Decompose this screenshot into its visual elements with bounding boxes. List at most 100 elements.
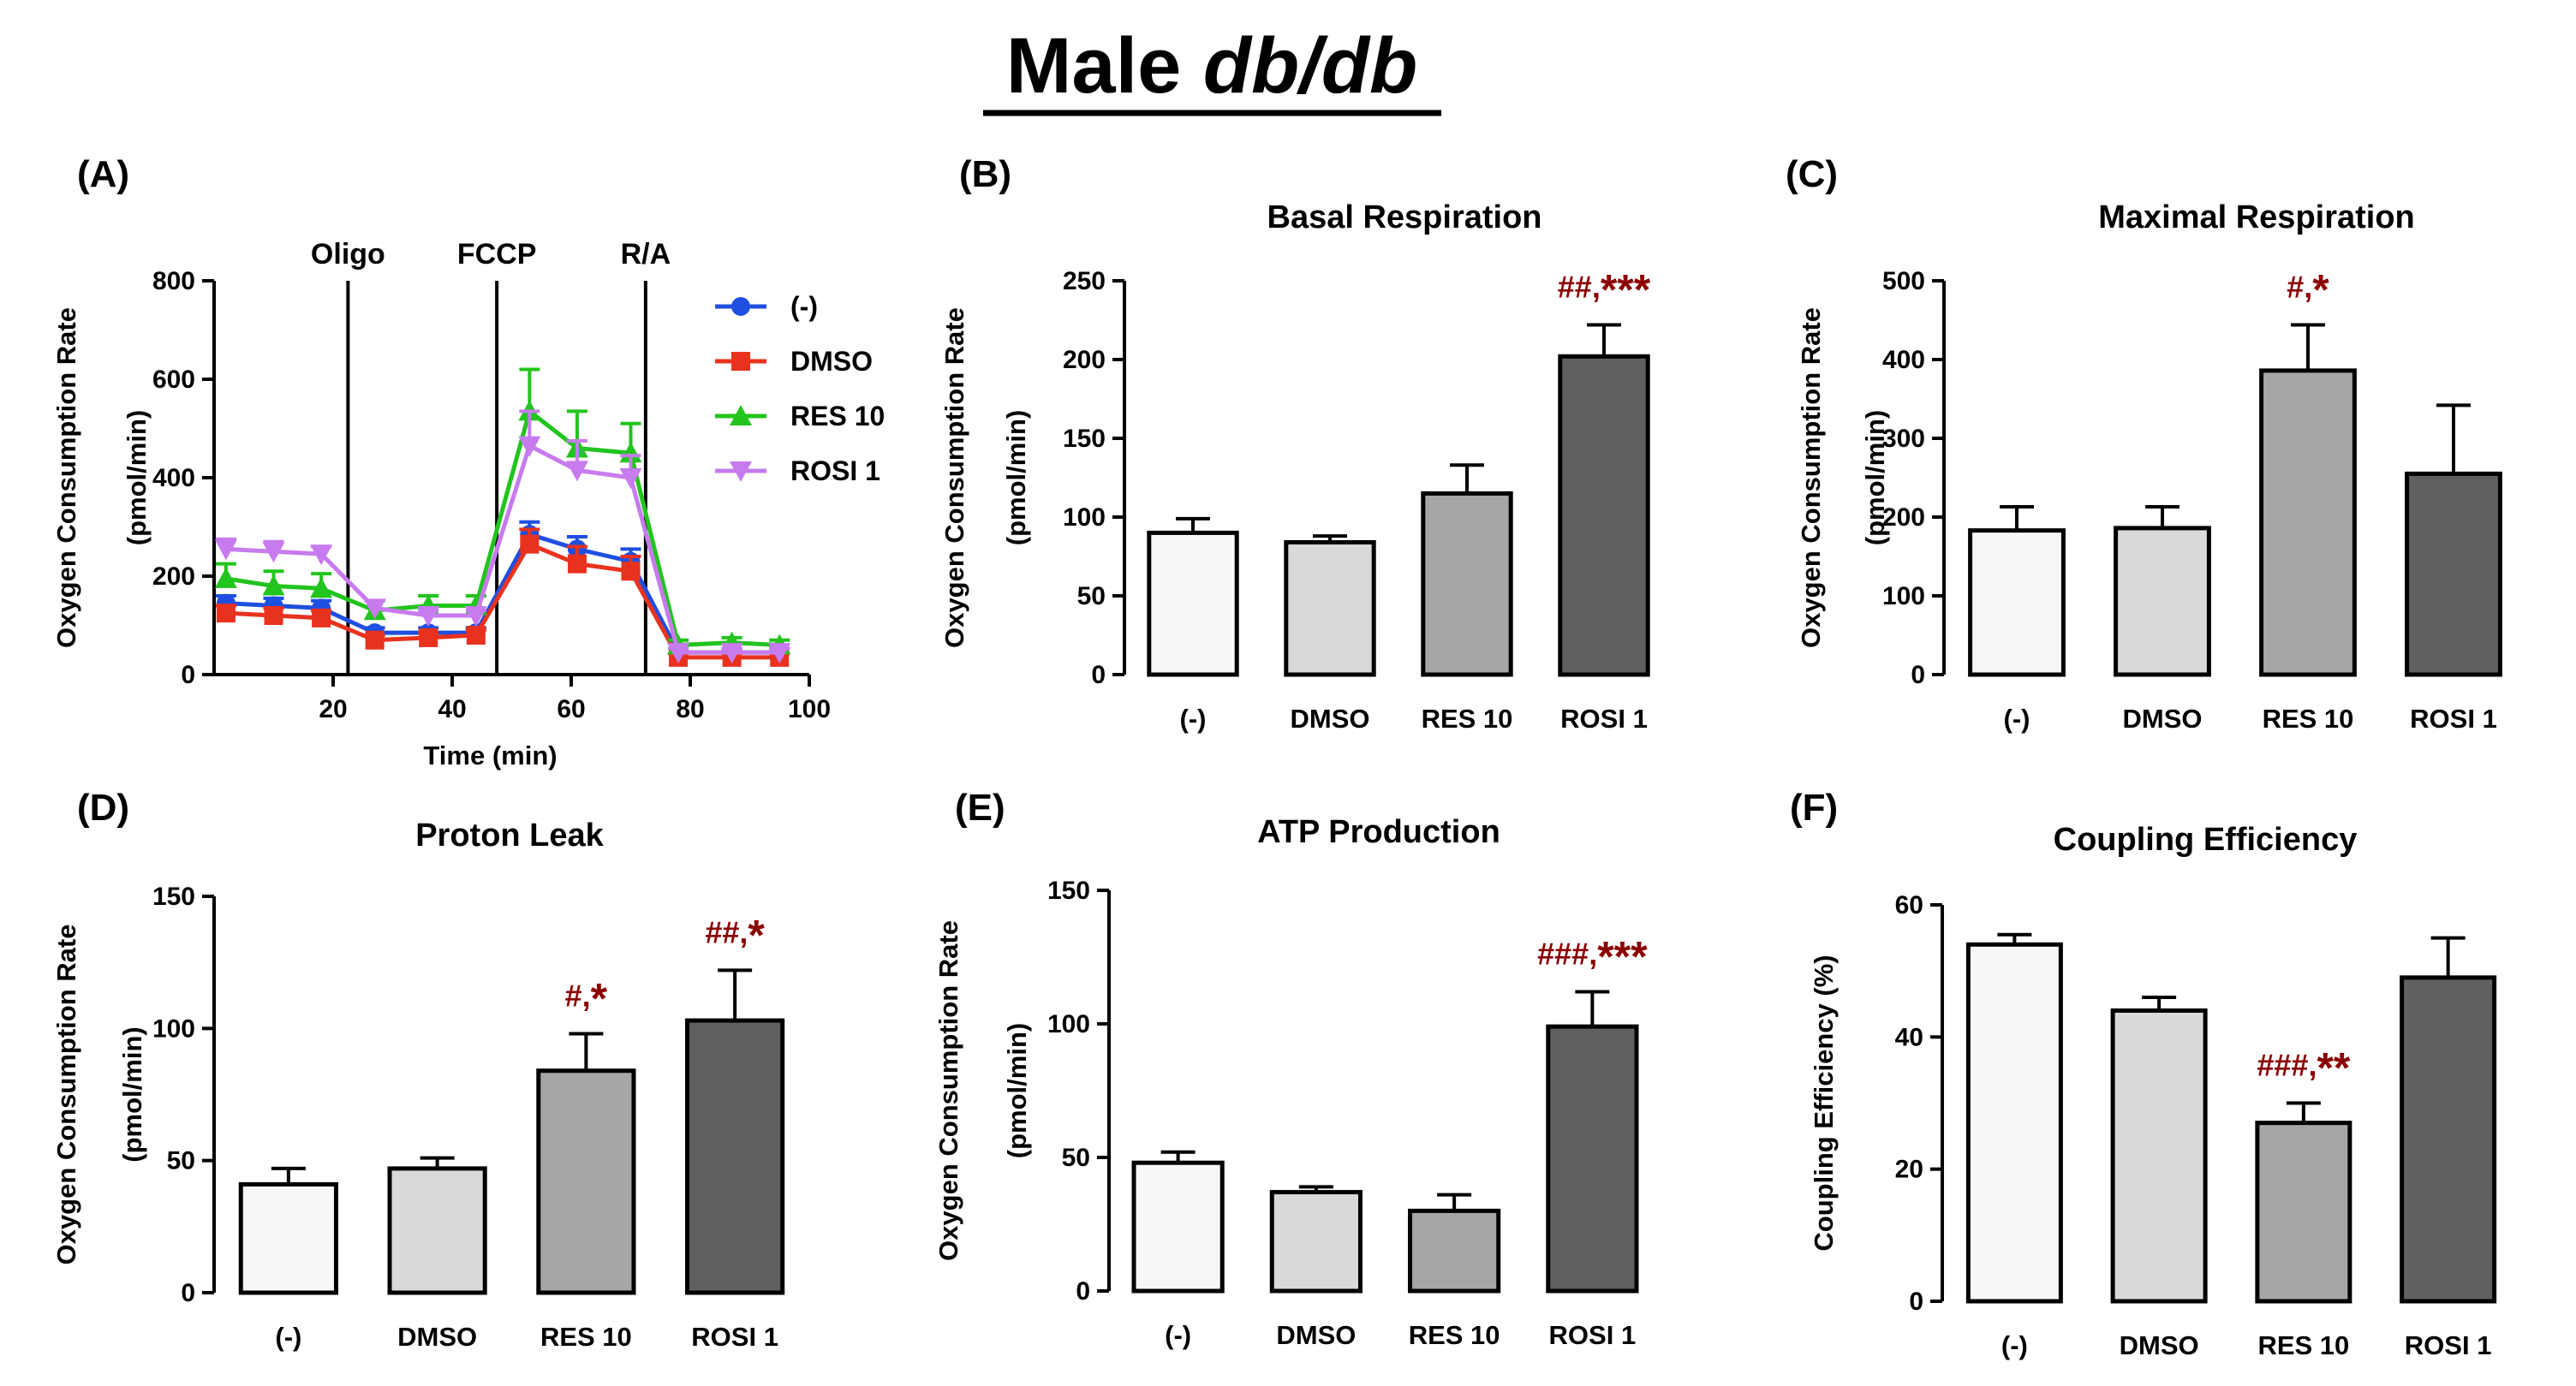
bar-group bbox=[2400, 936, 2497, 1304]
series-res-10 bbox=[214, 367, 791, 655]
bar bbox=[2405, 471, 2502, 677]
data-point bbox=[567, 554, 587, 574]
y-tick-label: 20 bbox=[1895, 1156, 1923, 1184]
bar-group bbox=[1408, 1193, 1501, 1294]
y-axis-label: Oxygen Consumption Rate bbox=[939, 307, 969, 648]
series-dmso bbox=[215, 527, 790, 667]
panel-label: (D) bbox=[77, 787, 129, 829]
y-tick-label: 50 bbox=[1077, 582, 1106, 610]
bar bbox=[1968, 528, 2066, 677]
y-tick-label: 200 bbox=[1882, 503, 1925, 532]
y-axis-label: Oxygen Consumption Rate bbox=[1796, 307, 1826, 648]
bar bbox=[2400, 975, 2497, 1304]
x-tick-label: DMSO bbox=[2120, 1330, 2199, 1360]
bar-group bbox=[2255, 1101, 2352, 1304]
x-tick-label: ROSI 1 bbox=[2410, 704, 2497, 734]
x-tick-label: (-) bbox=[2001, 1330, 2028, 1360]
bar bbox=[387, 1166, 487, 1295]
bar-group bbox=[1284, 534, 1376, 677]
y-tick-label: 400 bbox=[152, 464, 195, 492]
y-tick-label: 100 bbox=[1063, 503, 1106, 532]
legend-marker bbox=[730, 405, 752, 425]
legend-marker bbox=[730, 461, 752, 482]
bar-group bbox=[1558, 323, 1650, 677]
bar bbox=[536, 1068, 636, 1295]
x-tick-label: 20 bbox=[319, 695, 347, 723]
bar-group bbox=[238, 1166, 338, 1295]
x-tick-label: RES 10 bbox=[1422, 704, 1513, 734]
data-point bbox=[417, 606, 440, 627]
data-point bbox=[419, 628, 438, 647]
significance-annotation: #,* bbox=[2287, 266, 2329, 314]
data-point bbox=[214, 539, 237, 561]
x-tick-label: ROSI 1 bbox=[1560, 704, 1648, 734]
data-point bbox=[667, 643, 690, 664]
panel-title: Proton Leak bbox=[415, 818, 604, 854]
data-point bbox=[621, 562, 641, 581]
y-tick-label: 250 bbox=[1063, 267, 1106, 295]
bar bbox=[1131, 1160, 1225, 1294]
x-tick-label: RES 10 bbox=[540, 1322, 632, 1352]
y-axis-label: (pmol/min) bbox=[1001, 410, 1031, 545]
bar-group bbox=[685, 968, 785, 1295]
significance-hash: ###, bbox=[2257, 1048, 2317, 1083]
legend-label: DMSO bbox=[790, 346, 873, 377]
panel-e: (E) ATP Production 0 50 100 150 Oxygen Consump… bbox=[933, 787, 1648, 1350]
y-axis-label: Coupling Efficiency (%) bbox=[1809, 955, 1839, 1251]
x-tick-label: DMSO bbox=[2123, 704, 2203, 734]
figure-title: Male db/db bbox=[1006, 22, 1417, 110]
y-tick-label: 600 bbox=[152, 366, 195, 394]
significance-annotation: ###,** bbox=[2257, 1044, 2351, 1092]
y-tick-label: 0 bbox=[1076, 1277, 1090, 1306]
data-point bbox=[565, 461, 588, 482]
x-tick-label: (-) bbox=[1165, 1320, 1191, 1350]
panel-title: ATP Production bbox=[1257, 814, 1500, 850]
x-tick-label: (-) bbox=[275, 1322, 301, 1352]
x-tick-label: ROSI 1 bbox=[691, 1322, 778, 1352]
bar-group bbox=[2114, 505, 2211, 677]
bar-group bbox=[1546, 990, 1639, 1294]
panel-label: (F) bbox=[1790, 787, 1838, 829]
x-tick-label: RES 10 bbox=[1409, 1320, 1500, 1350]
y-tick-label: 100 bbox=[152, 1014, 195, 1043]
panel-f: (F) Coupling Efficiency 0 20 40 60 Coupling Ef… bbox=[1790, 787, 2497, 1360]
data-point bbox=[720, 643, 743, 664]
y-tick-label: 150 bbox=[152, 883, 195, 911]
x-tick-label: 100 bbox=[788, 695, 831, 723]
data-point bbox=[619, 468, 642, 489]
title-italic: db/db bbox=[1203, 22, 1417, 110]
panel-label: (A) bbox=[77, 153, 129, 195]
bar bbox=[2259, 368, 2357, 677]
y-tick-label: 200 bbox=[152, 562, 195, 591]
y-tick-label: 0 bbox=[1909, 1288, 1923, 1316]
y-tick-label: 800 bbox=[152, 267, 195, 295]
bar bbox=[2114, 526, 2211, 677]
significance-hash: ##, bbox=[705, 914, 748, 949]
significance-annotation: ##,*** bbox=[1558, 266, 1651, 314]
y-tick-label: 100 bbox=[1882, 582, 1925, 610]
legend-marker bbox=[731, 297, 750, 316]
panel-title: Basal Respiration bbox=[1267, 199, 1542, 235]
panel-c: (C) Maximal Respiration 0 100 200 300 400 500 Ox… bbox=[1786, 153, 2502, 734]
bar-group bbox=[1965, 932, 2063, 1304]
bar bbox=[2110, 1008, 2208, 1304]
x-tick-label: DMSO bbox=[1291, 704, 1370, 734]
bar bbox=[1558, 354, 1650, 677]
bar-group bbox=[1968, 505, 2066, 677]
panel-label: (B) bbox=[959, 153, 1011, 195]
significance-stars: *** bbox=[1601, 266, 1651, 314]
legend-entry: ROSI 1 bbox=[715, 455, 880, 486]
x-tick-label: RES 10 bbox=[2263, 704, 2354, 734]
data-point bbox=[262, 542, 285, 563]
bar bbox=[1284, 539, 1376, 677]
panel-title: Coupling Efficiency bbox=[2054, 822, 2358, 858]
bar bbox=[1408, 1208, 1501, 1294]
data-point bbox=[365, 630, 385, 650]
data-point bbox=[363, 598, 386, 620]
data-point bbox=[518, 436, 541, 457]
x-tick-label: RES 10 bbox=[2257, 1330, 2349, 1360]
y-tick-label: 150 bbox=[1047, 877, 1090, 905]
significance-hash: ##, bbox=[1558, 270, 1601, 305]
data-point bbox=[768, 643, 791, 664]
data-point bbox=[214, 567, 237, 588]
